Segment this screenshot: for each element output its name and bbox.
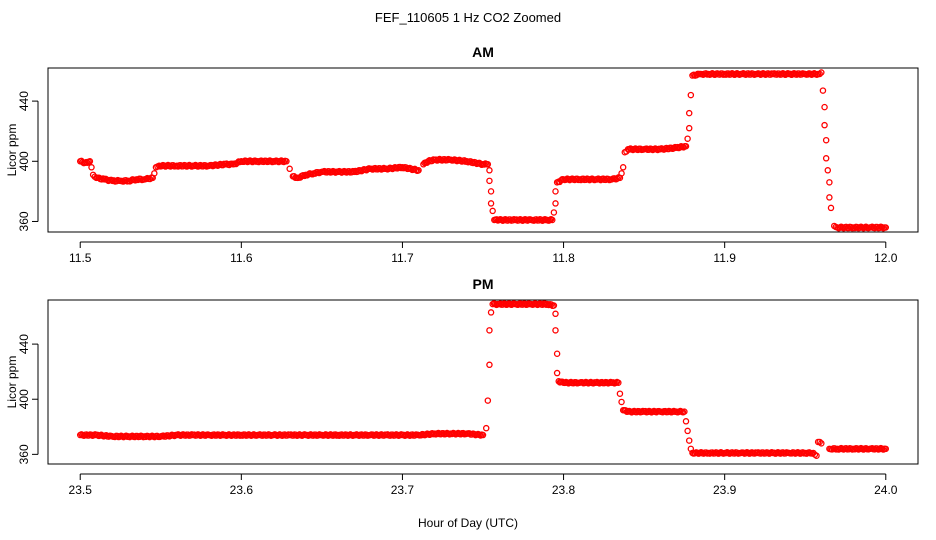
data-point	[550, 209, 558, 216]
data-point	[614, 175, 621, 182]
data-point	[553, 350, 561, 357]
data-point	[286, 165, 293, 173]
x-tick-label: 23.7	[391, 483, 415, 497]
data-point	[685, 109, 693, 117]
data-point	[552, 188, 559, 195]
x-tick-label: 11.5	[69, 251, 92, 265]
data-point	[549, 216, 556, 224]
chart-panel-am: AM Licor ppm 11.5 11.6 11.7 11.8 11.9 12.0 360 40…	[5, 44, 919, 265]
data-point	[552, 200, 559, 207]
data-point	[550, 302, 558, 309]
figure-title: FEF_110605 1 Hz CO2 Zoomed	[375, 10, 561, 25]
data-point	[552, 327, 559, 334]
data-point	[684, 427, 691, 435]
data-point	[826, 179, 833, 186]
data-point	[826, 194, 833, 201]
y-tick-label: 400	[17, 151, 31, 171]
data-point	[487, 200, 495, 207]
data-point	[88, 164, 95, 171]
data-point	[486, 177, 493, 185]
y-tick-label: 440	[17, 91, 31, 111]
data-point	[553, 369, 561, 377]
data-point	[685, 124, 693, 132]
panel-title: AM	[472, 44, 494, 60]
data-point	[486, 361, 493, 369]
data-point	[882, 224, 890, 231]
data-point	[618, 170, 625, 177]
data-point	[283, 158, 290, 165]
x-tick-label: 23.5	[69, 483, 93, 497]
data-point	[821, 103, 828, 111]
panels: AM Licor ppm 11.5 11.6 11.7 11.8 11.9 12.0 360 40…	[5, 44, 919, 497]
data-point	[618, 398, 625, 406]
x-tick-label: 12.0	[874, 251, 898, 265]
x-tick-label: 23.6	[230, 483, 254, 497]
plot-frame	[47, 299, 919, 465]
data-point	[822, 155, 830, 162]
data-point	[682, 418, 690, 425]
data-point	[619, 164, 627, 171]
y-tick-label: 360	[17, 444, 31, 464]
data-point	[816, 438, 823, 446]
plot-frame	[47, 67, 919, 233]
x-tick-label: 24.0	[874, 483, 898, 497]
data-point	[821, 121, 828, 129]
data-point	[682, 142, 690, 150]
y-axis-label: Licor ppm	[5, 124, 19, 177]
data-point	[484, 161, 492, 168]
data-point	[486, 167, 493, 174]
data-point	[479, 431, 487, 439]
data-point	[482, 424, 490, 432]
data-point	[616, 390, 624, 397]
data-point	[684, 135, 691, 142]
data-point	[687, 91, 695, 99]
chart-panel-pm: PM Licor ppm 23.5 23.6 23.7 23.8 23.9 24.0 360 40…	[5, 276, 919, 497]
x-tick-label: 11.6	[230, 251, 253, 265]
data-point	[827, 204, 835, 212]
data-series	[76, 69, 890, 232]
y-axis-label: Licor ppm	[5, 356, 19, 409]
data-point	[819, 87, 827, 94]
data-point	[818, 440, 825, 447]
x-tick-label: 23.8	[552, 483, 576, 497]
y-tick-label: 360	[17, 211, 31, 231]
data-point	[151, 170, 158, 177]
data-point	[882, 445, 890, 453]
data-point	[480, 161, 488, 168]
data-point	[822, 136, 830, 144]
data-point	[824, 167, 832, 174]
data-point	[86, 158, 94, 165]
data-point	[816, 70, 823, 78]
data-point	[552, 310, 559, 318]
x-tick-label: 23.9	[713, 483, 737, 497]
data-point	[487, 309, 495, 316]
data-point	[486, 327, 493, 334]
x-tick-label: 11.8	[552, 251, 575, 265]
figure-x-axis-label: Hour of Day (UTC)	[418, 516, 518, 530]
data-point	[489, 207, 496, 215]
panel-title: PM	[473, 276, 494, 292]
data-point	[818, 69, 825, 76]
data-point	[487, 188, 495, 195]
y-tick-label: 400	[17, 389, 31, 409]
data-point	[415, 167, 422, 174]
data-point	[484, 397, 492, 404]
data-point	[615, 379, 622, 386]
data-point	[681, 408, 688, 415]
data-point	[685, 437, 693, 444]
x-tick-label: 11.7	[391, 251, 414, 265]
y-tick-label: 440	[17, 334, 31, 354]
data-point	[813, 452, 820, 459]
x-tick-label: 11.9	[713, 251, 736, 265]
data-series	[76, 300, 890, 459]
